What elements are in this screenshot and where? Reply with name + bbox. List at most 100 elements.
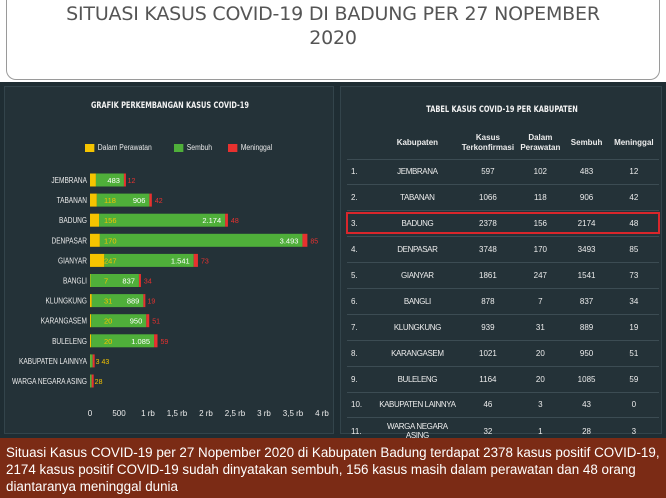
bar-perawatan	[90, 193, 97, 207]
bar-perawatan	[90, 173, 96, 187]
data-label-sembuh: 2.174	[202, 216, 221, 225]
x-tick-label: 2,5 rb	[225, 409, 246, 418]
x-tick-label: 0	[88, 409, 93, 418]
data-label-meninggal: 34	[144, 279, 152, 286]
data-label-perawatan: 31	[104, 297, 112, 306]
data-label-sembuh: 1.541	[171, 256, 190, 265]
x-tick-label: 3,5 rb	[283, 409, 304, 418]
category-label: BADUNG	[59, 216, 87, 226]
data-label-sembuh: 906	[133, 196, 146, 205]
data-label-meninggal: 42	[155, 198, 163, 205]
category-label: JEMBRANA	[51, 175, 87, 185]
bar-perawatan	[90, 274, 91, 287]
row-perawatan: 20	[516, 339, 565, 367]
cases-table: Kabupaten Kasus Terkonfirmasi Dalam Pera…	[347, 127, 659, 444]
row-kabupaten: TABANAN	[375, 184, 460, 211]
col-terkonfirmasi: Kasus Terkonfirmasi	[461, 132, 515, 152]
row-meninggal: 51	[608, 339, 659, 367]
row-kabupaten: KARANGASEM	[375, 339, 460, 367]
headline-frame	[6, 0, 660, 80]
caption-text: Situasi Kasus COVID-19 per 27 Nopember 2…	[0, 438, 666, 498]
data-label-perawatan: 170	[104, 236, 117, 245]
row-meninggal: 85	[608, 236, 659, 263]
bar-chart: JEMBRANA 483 12 TABANAN 118 906 42 BADUNG 156 2.1…	[12, 173, 329, 418]
bar-perawatan	[90, 314, 92, 328]
row-sembuh: 1085	[564, 365, 609, 393]
legend-item-meninggal: Meninggal	[228, 143, 273, 152]
category-label: DENPASAR	[51, 236, 87, 246]
row-meninggal: 0	[608, 391, 659, 418]
bar-meninggal	[149, 193, 152, 207]
row-kabupaten: DENPASAR	[375, 236, 460, 263]
x-tick-label: 4 rb	[315, 409, 329, 418]
bar-meninggal	[138, 274, 141, 287]
table-body: 1. JEMBRANA 597 102 483 12 2. TABANAN 1066 118 906…	[347, 158, 659, 444]
table-row: 7. KLUNGKUNG 939 31 889 19	[347, 313, 659, 341]
data-label-perawatan: 20	[104, 337, 112, 346]
data-label-sembuh: 950	[130, 317, 143, 326]
bar-perawatan	[90, 253, 105, 267]
infographic-panel: GRAFIK PERKEMBANGAN KASUS COVID-19 Dalam…	[0, 82, 666, 444]
row-number: 7.	[347, 313, 376, 341]
table-header-row: Kabupaten Kasus Terkonfirmasi Dalam Pera…	[347, 127, 659, 159]
bar-meninggal	[91, 374, 94, 388]
row-sembuh: 950	[564, 339, 609, 367]
col-meninggal: Meninggal	[614, 137, 654, 147]
row-terkonfirmasi: 3748	[459, 236, 517, 263]
data-label-small: 28	[95, 379, 103, 386]
row-number: 10.	[347, 391, 376, 418]
row-kabupaten: GIANYAR	[375, 262, 460, 289]
table-row: 8. KARANGASEM 1021 20 950 51	[347, 339, 659, 367]
bar-sembuh	[99, 213, 226, 227]
data-label-sembuh: 1.085	[131, 337, 150, 346]
category-label: TABANAN	[57, 195, 87, 205]
data-label-perawatan: 118	[104, 196, 116, 205]
bar-sembuh	[90, 274, 139, 287]
data-label-meninggal: 85	[310, 238, 318, 245]
bar-sembuh	[90, 354, 93, 368]
row-sembuh: 483	[564, 158, 609, 185]
category-label: KABUPATEN LAINNYA	[19, 356, 87, 366]
category-label: WARGA NEGARA ASING	[12, 376, 87, 386]
data-label-small: 3 43	[96, 359, 110, 366]
highlight-badung-box	[346, 212, 660, 234]
bar-sembuh	[95, 173, 124, 187]
data-label-meninggal: 48	[231, 218, 239, 225]
x-tick-label: 1,5 rb	[167, 409, 188, 418]
legend-label-sembuh: Sembuh	[186, 143, 212, 152]
bar-meninggal	[123, 173, 126, 187]
legend-item-perawatan: Dalam Perawatan	[85, 143, 152, 152]
col-no	[347, 127, 375, 159]
x-tick-label: 500	[112, 409, 126, 418]
bar-meninggal	[143, 294, 146, 308]
row-kabupaten: JEMBRANA	[375, 158, 460, 185]
row-perawatan: 170	[516, 236, 565, 263]
row-terkonfirmasi: 878	[459, 287, 517, 315]
legend-item-sembuh: Sembuh	[173, 143, 212, 152]
bar-perawatan	[90, 213, 100, 227]
row-meninggal: 59	[608, 365, 659, 393]
row-number: 5.	[347, 262, 376, 289]
data-label-meninggal: 59	[161, 339, 169, 346]
data-label-perawatan: 247	[104, 256, 117, 265]
bar-sembuh	[96, 193, 150, 207]
row-meninggal: 12	[608, 158, 659, 185]
table-row: 4. DENPASAR 3748 170 3493 85	[347, 236, 659, 263]
x-tick-label: 1 rb	[141, 409, 155, 418]
legend-swatch-sembuh	[173, 143, 183, 152]
table-row: 9. BULELENG 1164 20 1085 59	[347, 365, 659, 393]
row-kabupaten: BANGLI	[375, 287, 460, 315]
page-title-line-1: SITUASI KASUS COVID-19 DI BADUNG PER 27 …	[66, 3, 600, 25]
data-label-sembuh: 483	[107, 176, 120, 185]
bar-meninggal	[92, 354, 95, 368]
row-sembuh: 906	[564, 184, 609, 211]
row-terkonfirmasi: 46	[459, 391, 517, 418]
bar-meninggal	[225, 213, 228, 227]
row-terkonfirmasi: 597	[459, 158, 517, 185]
legend-label-perawatan: Dalam Perawatan	[97, 143, 152, 152]
row-perawatan: 20	[516, 365, 565, 393]
data-label-perawatan: 7	[104, 277, 108, 286]
row-number: 4.	[347, 236, 376, 263]
row-sembuh: 889	[564, 313, 609, 341]
category-label: KLUNGKUNG	[46, 296, 88, 306]
